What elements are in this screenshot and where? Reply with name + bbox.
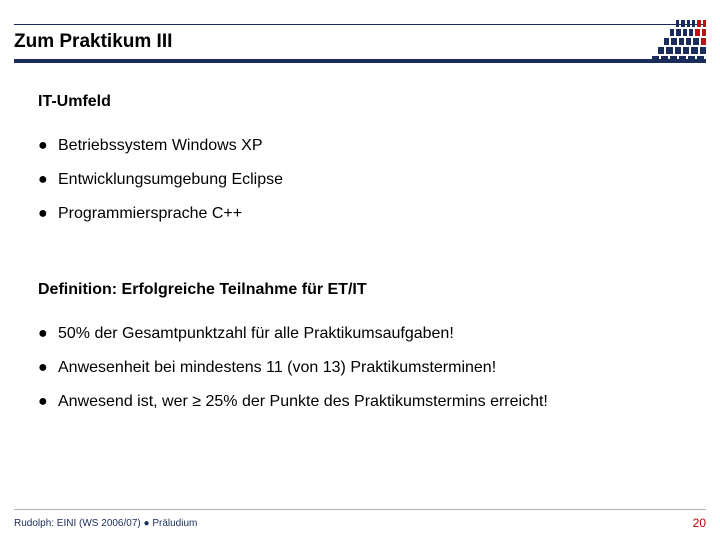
logo-square [683, 29, 687, 36]
org-logo [652, 20, 706, 64]
logo-square [676, 20, 679, 27]
logo-row [676, 20, 706, 27]
logo-square [703, 20, 706, 27]
logo-square [693, 38, 698, 45]
logo-square [666, 47, 672, 54]
logo-row [664, 38, 706, 45]
list-item: ●Anwesend ist, wer ≥ 25% der Punkte des … [38, 385, 682, 419]
logo-square [688, 56, 695, 63]
section-heading-1: IT-Umfeld [38, 93, 682, 111]
list-item: ●Entwicklungsumgebung Eclipse [38, 163, 682, 197]
logo-square [695, 29, 699, 36]
bullet-icon: ● [38, 393, 58, 411]
logo-square [679, 56, 686, 63]
logo-square [676, 29, 680, 36]
logo-square [700, 47, 706, 54]
logo-square [683, 47, 689, 54]
logo-square [702, 29, 706, 36]
bullet-icon: ● [38, 205, 58, 223]
logo-square [679, 38, 684, 45]
list-item-text: Anwesend ist, wer ≥ 25% der Punkte des P… [58, 393, 548, 411]
bullet-icon: ● [38, 359, 58, 377]
list-item: ●Programmiersprache C++ [38, 197, 682, 231]
list-item-text: Programmiersprache C++ [58, 205, 242, 223]
logo-square [664, 38, 669, 45]
logo-square [692, 20, 695, 27]
list-item-text: Betriebssystem Windows XP [58, 137, 263, 155]
slide-footer: Rudolph: EINI (WS 2006/07) ● Präludium 2… [14, 509, 706, 530]
logo-row [670, 29, 706, 36]
logo-row [652, 56, 706, 63]
list-item: ●Betriebssystem Windows XP [38, 129, 682, 163]
list-item: ●Anwesenheit bei mindestens 11 (von 13) … [38, 351, 682, 385]
header-rule-thin [14, 24, 706, 25]
logo-square [670, 29, 674, 36]
logo-square [675, 47, 681, 54]
logo-square [670, 56, 677, 63]
bullet-icon: ● [38, 137, 58, 155]
slide-title: Zum Praktikum III [14, 29, 706, 59]
logo-square [686, 38, 691, 45]
list-item-text: Anwesenheit bei mindestens 11 (von 13) P… [58, 359, 496, 377]
logo-square [658, 47, 664, 54]
list-item: ●50% der Gesamtpunktzahl für alle Prakti… [38, 317, 682, 351]
list-item-text: Entwicklungsumgebung Eclipse [58, 171, 283, 189]
logo-row [658, 47, 706, 54]
logo-square [691, 47, 697, 54]
section-heading-2: Definition: Erfolgreiche Teilnahme für E… [38, 281, 682, 299]
logo-square [697, 56, 704, 63]
logo-square [701, 38, 706, 45]
bullet-list-2: ●50% der Gesamtpunktzahl für alle Prakti… [38, 317, 682, 419]
bullet-icon: ● [38, 325, 58, 343]
logo-square [671, 38, 676, 45]
logo-square [689, 29, 693, 36]
header-rule-thick [14, 59, 706, 63]
logo-square [681, 20, 684, 27]
logo-square [697, 20, 700, 27]
logo-square [687, 20, 690, 27]
bullet-list-1: ●Betriebssystem Windows XP●Entwicklungsu… [38, 129, 682, 231]
slide-header: Zum Praktikum III [0, 0, 720, 63]
list-item-text: 50% der Gesamtpunktzahl für alle Praktik… [58, 325, 454, 343]
slide-content: IT-Umfeld ●Betriebssystem Windows XP●Ent… [0, 63, 720, 419]
logo-square [652, 56, 659, 63]
page-number: 20 [693, 516, 706, 530]
footer-text: Rudolph: EINI (WS 2006/07) ● Präludium [14, 518, 197, 529]
bullet-icon: ● [38, 171, 58, 189]
logo-square [661, 56, 668, 63]
